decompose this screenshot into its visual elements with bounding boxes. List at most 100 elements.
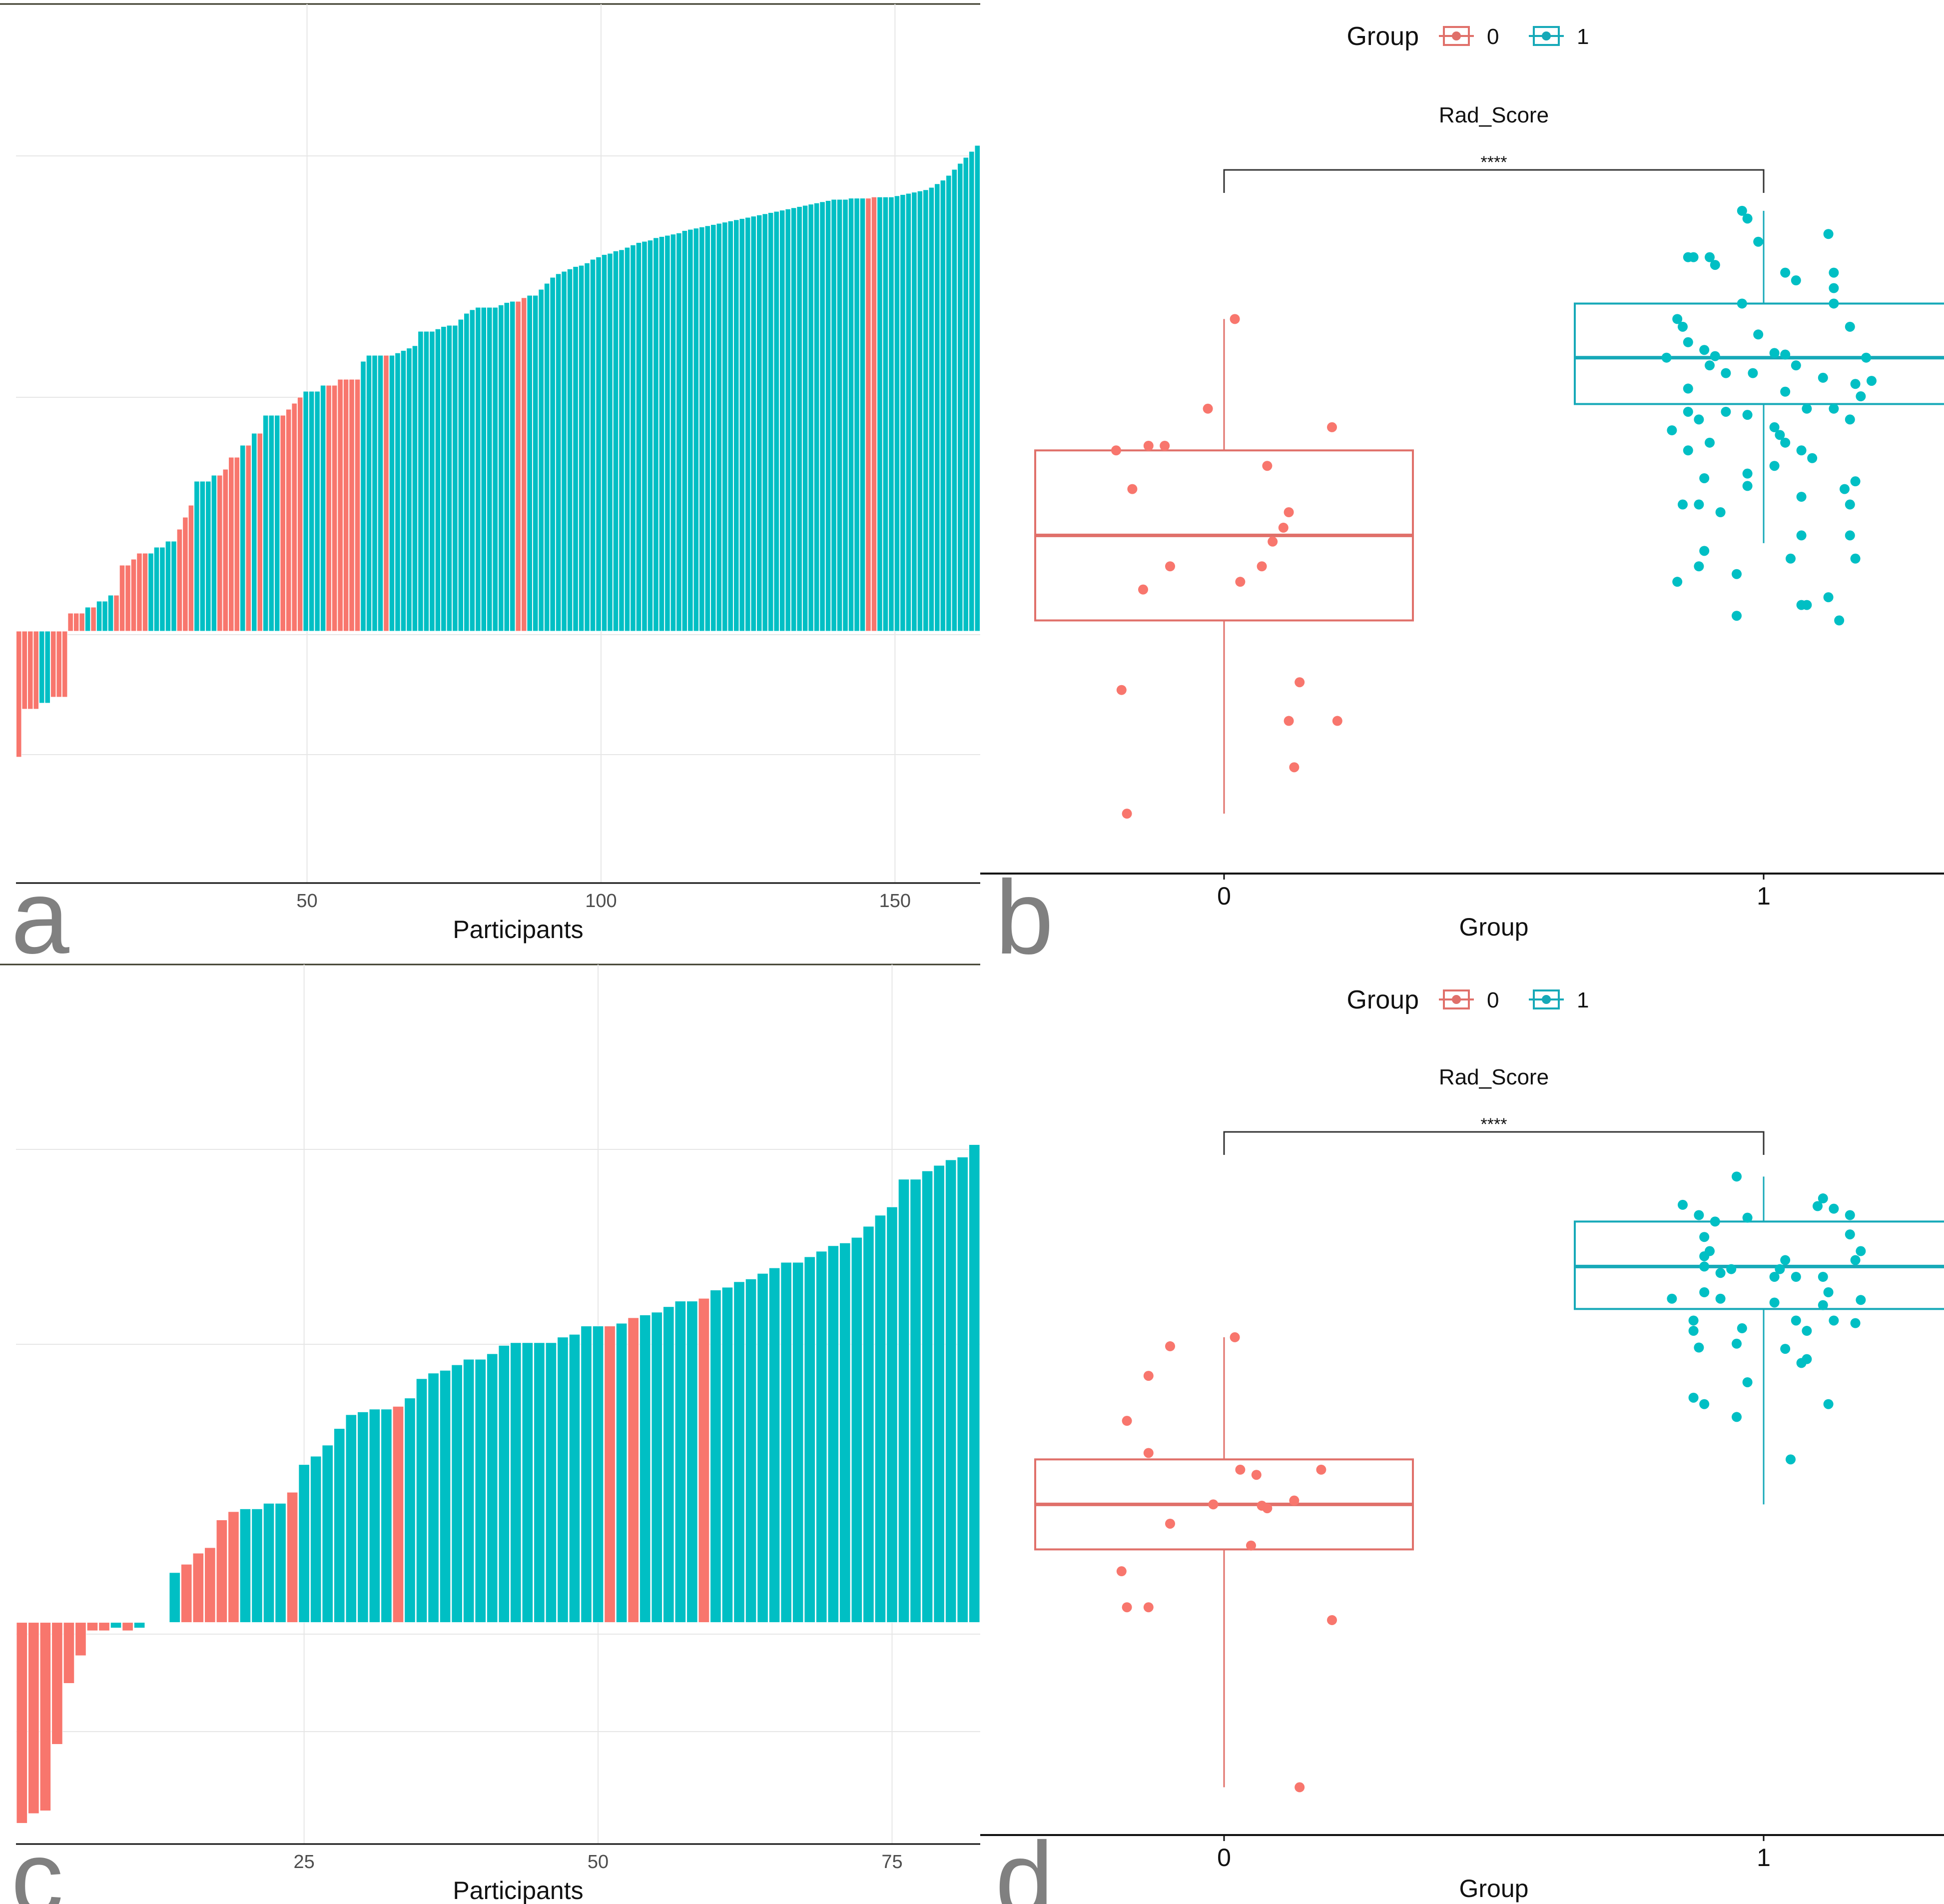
bar bbox=[349, 379, 355, 632]
legend-label: 1 bbox=[1577, 988, 1589, 1012]
bar bbox=[73, 613, 79, 632]
data-point-group-1 bbox=[1791, 1315, 1801, 1326]
data-point-group-1 bbox=[1732, 611, 1742, 621]
legend-title: Group bbox=[1346, 22, 1419, 51]
legend-key-group-0 bbox=[1439, 989, 1474, 1009]
bar bbox=[698, 1298, 710, 1623]
data-point-group-1 bbox=[1845, 1210, 1855, 1220]
data-point-group-0 bbox=[1165, 561, 1175, 572]
bar bbox=[940, 180, 946, 632]
data-point-group-1 bbox=[1856, 1295, 1866, 1305]
bar bbox=[509, 301, 516, 632]
bar bbox=[257, 433, 263, 632]
bar bbox=[664, 235, 670, 632]
data-point-group-0 bbox=[1203, 403, 1213, 414]
data-point-group-0 bbox=[1143, 1371, 1154, 1381]
data-point-group-1 bbox=[1850, 476, 1861, 487]
data-point-group-0 bbox=[1111, 445, 1121, 456]
bar bbox=[923, 189, 929, 632]
significance-label: **** bbox=[1481, 153, 1507, 172]
data-point-group-0 bbox=[1138, 584, 1148, 595]
bar bbox=[639, 1314, 651, 1623]
bar bbox=[439, 1370, 451, 1623]
x-axis-title: Participants bbox=[453, 916, 583, 944]
bar bbox=[452, 325, 458, 632]
bar bbox=[268, 415, 275, 632]
bar bbox=[933, 1165, 945, 1623]
legend-key-dot bbox=[1452, 995, 1461, 1004]
bar bbox=[322, 1445, 334, 1623]
bar bbox=[745, 1278, 757, 1623]
bar bbox=[628, 1317, 639, 1623]
bar bbox=[303, 391, 309, 632]
bar bbox=[239, 445, 246, 632]
panel-b-box-plot: Group 0 1 Rad_Score **** 0 1 Group b bbox=[980, 22, 1944, 976]
data-point-group-1 bbox=[1796, 445, 1807, 456]
bar bbox=[222, 469, 229, 632]
bar bbox=[515, 301, 521, 632]
bar bbox=[486, 1353, 498, 1623]
data-point-group-1 bbox=[1699, 345, 1710, 355]
bar bbox=[486, 307, 493, 632]
bar bbox=[205, 481, 211, 632]
bar bbox=[63, 1622, 75, 1684]
data-point-group-1 bbox=[1861, 352, 1872, 363]
bar bbox=[522, 1342, 534, 1623]
bar bbox=[727, 220, 734, 632]
bar bbox=[122, 1622, 133, 1631]
bar bbox=[33, 631, 39, 710]
bar bbox=[790, 207, 797, 632]
data-point-group-1 bbox=[1748, 368, 1758, 378]
panel-d-box-plot: Group 0 1 Rad_Score **** 0 1 Group d bbox=[980, 985, 1944, 1904]
bar bbox=[102, 601, 108, 632]
bar bbox=[957, 163, 963, 632]
bar bbox=[624, 247, 631, 632]
data-point-group-1 bbox=[1694, 1342, 1704, 1353]
bar bbox=[802, 205, 808, 632]
data-point-group-0 bbox=[1327, 422, 1337, 432]
data-point-group-0 bbox=[1262, 461, 1273, 471]
bar bbox=[898, 1179, 910, 1623]
data-point-group-1 bbox=[1807, 453, 1818, 463]
panel-title: Rad_Score bbox=[1439, 1065, 1549, 1089]
bar bbox=[825, 200, 831, 632]
data-point-group-1 bbox=[1845, 499, 1855, 510]
data-point-group-1 bbox=[1786, 553, 1796, 564]
bar bbox=[757, 1273, 768, 1623]
legend-key-dot bbox=[1452, 31, 1461, 40]
data-point-group-1 bbox=[1742, 213, 1753, 224]
bar bbox=[510, 1342, 522, 1623]
bar bbox=[545, 1342, 557, 1623]
data-point-group-0 bbox=[1295, 1782, 1305, 1793]
data-point-group-1 bbox=[1769, 1297, 1780, 1308]
bar bbox=[119, 565, 125, 632]
bar bbox=[153, 547, 160, 632]
data-point-group-1 bbox=[1813, 1201, 1823, 1211]
bar bbox=[291, 403, 297, 632]
data-point-group-0 bbox=[1165, 1518, 1175, 1529]
data-point-group-0 bbox=[1295, 677, 1305, 688]
bar bbox=[859, 198, 866, 632]
data-point-group-1 bbox=[1694, 414, 1704, 425]
data-point-group-1 bbox=[1694, 1210, 1704, 1220]
x-tick-label: 75 bbox=[881, 1852, 902, 1873]
bar bbox=[475, 307, 481, 632]
bar bbox=[96, 601, 102, 632]
data-point-group-0 bbox=[1268, 536, 1278, 547]
bar bbox=[756, 214, 762, 632]
bar bbox=[686, 1301, 698, 1623]
data-point-group-0 bbox=[1257, 1500, 1267, 1511]
bar bbox=[569, 1334, 581, 1623]
legend-key-group-0 bbox=[1439, 26, 1474, 46]
bar bbox=[946, 175, 952, 632]
bar bbox=[481, 307, 487, 632]
bar bbox=[392, 1406, 404, 1623]
data-point-group-0 bbox=[1160, 441, 1170, 451]
data-point-group-1 bbox=[1845, 530, 1855, 541]
bar bbox=[381, 1409, 392, 1623]
data-point-group-1 bbox=[1769, 422, 1780, 432]
data-point-group-1 bbox=[1775, 1264, 1785, 1274]
bar bbox=[98, 1622, 110, 1631]
data-point-group-1 bbox=[1791, 275, 1801, 286]
bar bbox=[716, 223, 722, 632]
